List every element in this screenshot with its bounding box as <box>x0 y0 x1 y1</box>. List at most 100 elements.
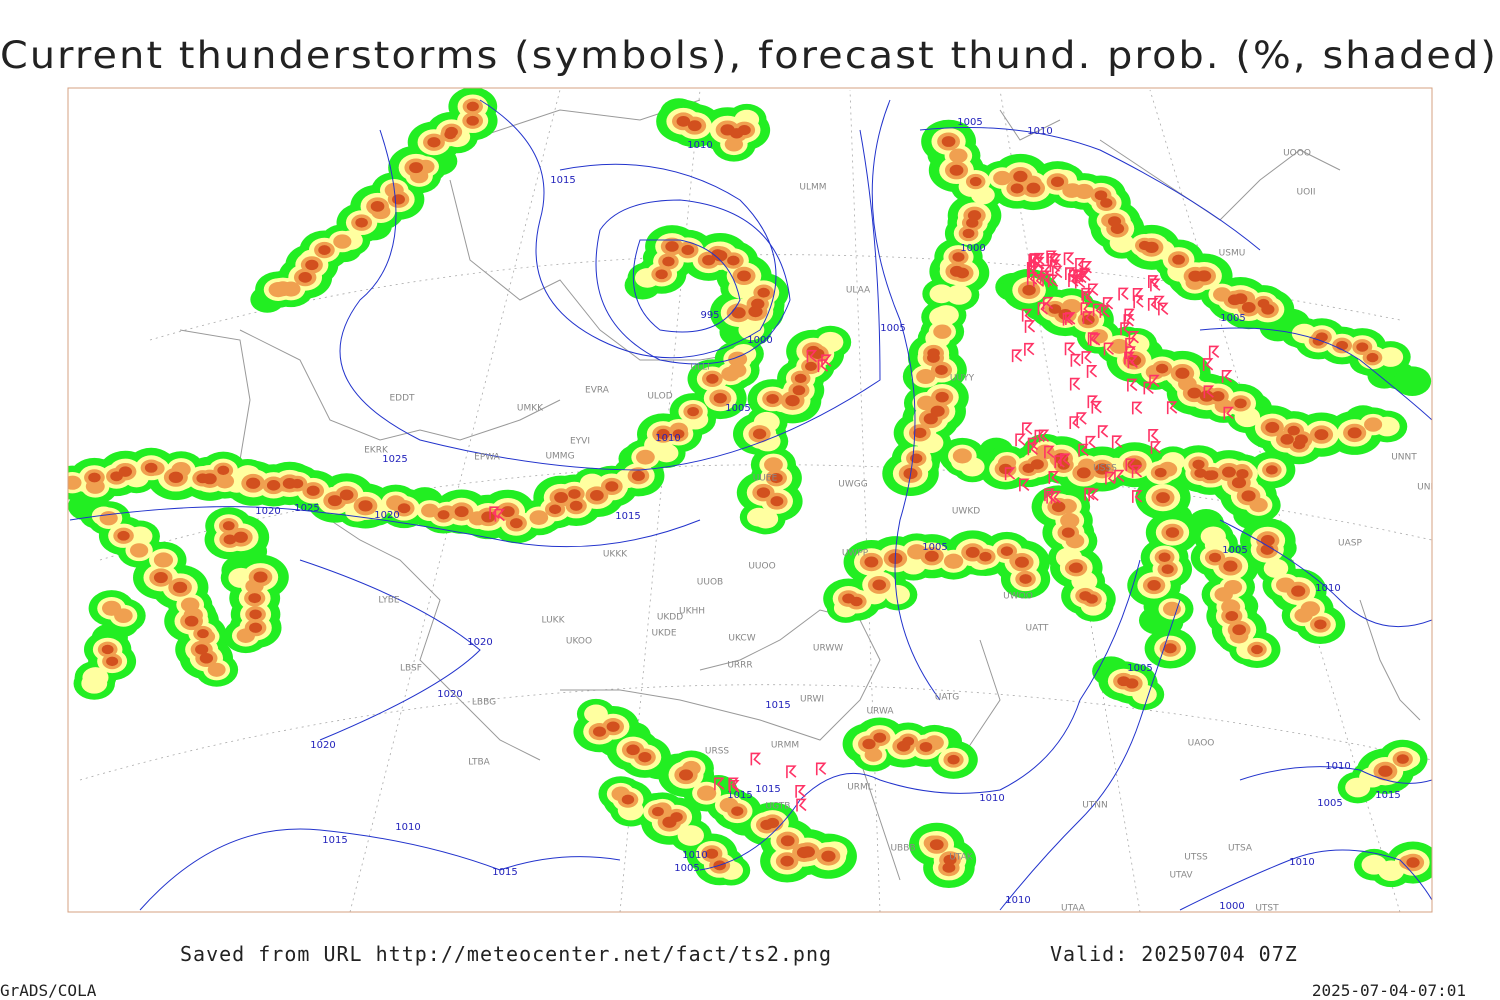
storm-symbol <box>1125 346 1137 360</box>
station-label: ULOD <box>647 392 672 402</box>
station-label: UNBB <box>1417 483 1443 493</box>
shade-cell <box>153 552 174 568</box>
storm-symbol <box>1124 308 1135 322</box>
shade-cell <box>1222 466 1236 478</box>
storm-symbol <box>796 798 807 812</box>
storm-symbol <box>1080 302 1092 316</box>
shade-cell <box>746 507 771 527</box>
station-label: EDDT <box>389 394 415 404</box>
storm-symbol <box>750 752 762 766</box>
storm-symbol <box>1075 257 1086 271</box>
storm-symbol <box>1070 353 1082 367</box>
shade-cell <box>509 518 523 529</box>
storm-symbol <box>1042 296 1054 310</box>
storm-symbol <box>1131 465 1143 478</box>
shade-cell <box>444 129 457 140</box>
shade-cell <box>731 806 744 816</box>
shade-cell <box>355 217 368 228</box>
storm-symbol <box>1047 253 1058 266</box>
isobar-label: 1010 <box>1315 583 1340 594</box>
shade-cell <box>706 373 719 384</box>
shade-cell <box>727 255 740 266</box>
storm-symbol <box>1133 295 1144 309</box>
shade-cell <box>466 115 479 126</box>
station-label: LTBA <box>468 758 490 768</box>
station-label: ULLI <box>690 363 709 373</box>
storm-symbol <box>1044 445 1055 459</box>
timestamp: 2025-07-04-07:01 <box>1312 981 1466 1000</box>
shade-cell <box>1013 170 1028 183</box>
shade-cell <box>217 465 230 476</box>
shade-cell <box>1192 459 1205 470</box>
storm-symbol <box>1069 377 1081 391</box>
storm-symbol <box>1149 374 1160 388</box>
shade-cell <box>656 428 670 440</box>
shade-cell <box>929 284 954 304</box>
shade-cell <box>1000 546 1013 556</box>
shade-cell <box>1251 644 1263 655</box>
storm-symbol <box>1111 435 1123 449</box>
shade-cell <box>392 194 405 205</box>
shade-cell <box>246 477 261 489</box>
shade-cell <box>965 546 980 558</box>
storm-symbol <box>1118 287 1129 301</box>
station-label: USMU <box>1219 249 1246 259</box>
storm-symbol <box>786 765 797 779</box>
station-label: UKDD <box>657 613 683 623</box>
shade-cell <box>1208 552 1222 563</box>
shade-cell <box>933 324 952 339</box>
shade-cell <box>1263 558 1289 579</box>
isobar-label: 1010 <box>655 433 680 444</box>
shade-cell <box>1187 387 1202 399</box>
isobar-label: 1015 <box>615 511 640 522</box>
station-label: UATG <box>935 693 960 703</box>
shade-cell <box>1085 594 1098 604</box>
shade-cell <box>794 373 807 384</box>
shade-cell <box>1197 270 1212 282</box>
isobar-label: 1000 <box>960 243 985 254</box>
storm-symbol <box>1103 342 1115 356</box>
station-label: UTSA <box>1228 844 1253 854</box>
shade-cell <box>935 364 948 376</box>
shade-cell <box>1280 434 1294 445</box>
shade-cell <box>687 120 702 132</box>
shade-cell <box>711 249 724 259</box>
shade-cell <box>757 287 770 298</box>
shade-cell <box>358 500 373 512</box>
shade-cell <box>885 584 910 605</box>
isobar-label: 1005 <box>957 117 982 128</box>
shade-cell <box>1265 465 1278 475</box>
shade-cell <box>1094 190 1108 201</box>
shade-cell <box>924 550 939 562</box>
shade-cell <box>962 228 975 239</box>
station-label: UKKK <box>603 550 628 560</box>
map-area: 1005 1010 1010 1015 1000 995 1000 1005 1005 1010 1… <box>68 88 1443 912</box>
storm-symbol <box>1049 259 1061 273</box>
isobar-label: 1010 <box>1005 895 1030 906</box>
probability-shading <box>68 88 1432 889</box>
station-label: UWKD <box>952 507 980 517</box>
station-label: UAOO <box>1188 739 1215 749</box>
shade-cell <box>117 530 130 541</box>
station-label: UMMG <box>545 452 574 462</box>
isobar-label: 1020 <box>255 506 280 517</box>
shade-cell <box>1048 304 1062 314</box>
shade-cell <box>114 608 133 624</box>
station-label: UNNT <box>1391 453 1417 463</box>
shade-cell <box>1162 601 1181 616</box>
shade-cell <box>253 571 268 583</box>
shade-cell <box>654 443 679 463</box>
station-label: UWGG <box>838 480 867 490</box>
storm-symbol <box>1124 351 1135 365</box>
storm-symbol <box>815 762 827 776</box>
shade-cell <box>1069 562 1083 573</box>
shade-cell <box>913 427 927 439</box>
shade-cell <box>1291 585 1306 597</box>
storm-symbol <box>1158 302 1169 316</box>
shade-cell <box>872 579 887 591</box>
shade-cell <box>751 298 765 310</box>
shade-cell <box>1241 490 1256 502</box>
storm-symbol <box>728 777 739 791</box>
station-label: URML <box>847 783 873 793</box>
shade-cell <box>223 534 237 545</box>
